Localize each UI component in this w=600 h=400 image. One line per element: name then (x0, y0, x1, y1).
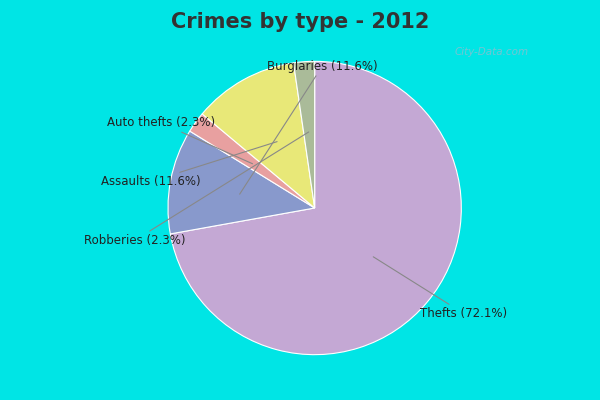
Wedge shape (202, 63, 314, 208)
Wedge shape (190, 114, 314, 208)
Text: Auto thefts (2.3%): Auto thefts (2.3%) (107, 116, 253, 164)
Wedge shape (293, 61, 314, 208)
Wedge shape (168, 131, 314, 234)
Text: Robberies (2.3%): Robberies (2.3%) (84, 132, 308, 247)
Text: Thefts (72.1%): Thefts (72.1%) (373, 257, 508, 320)
Text: City-Data.com: City-Data.com (455, 47, 529, 57)
Text: Crimes by type - 2012: Crimes by type - 2012 (171, 12, 429, 32)
Text: Burglaries (11.6%): Burglaries (11.6%) (239, 60, 377, 194)
Wedge shape (170, 61, 461, 355)
Text: Assaults (11.6%): Assaults (11.6%) (101, 142, 277, 188)
